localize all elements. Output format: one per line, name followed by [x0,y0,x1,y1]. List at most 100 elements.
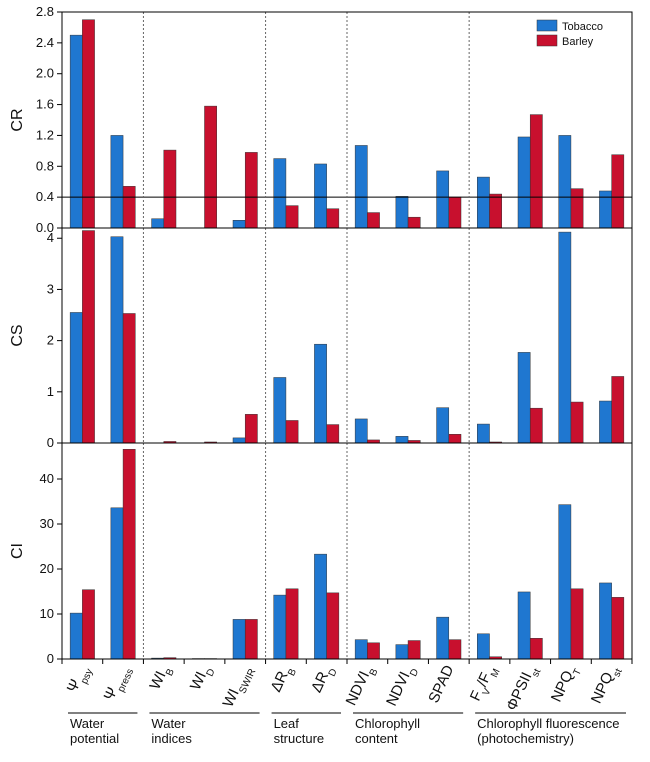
y-tick-label: 4 [47,230,54,245]
bar [408,641,420,659]
x-tick-label: NDVID [383,663,421,711]
bar [164,150,176,228]
bar [559,505,571,659]
bar [245,619,257,659]
bar [599,583,611,659]
x-tick-label: WISWIR [220,663,258,712]
bar [233,438,245,443]
bar [274,159,286,228]
bar [314,344,326,443]
bar [286,206,298,228]
bar [449,197,461,228]
bar [530,638,542,659]
bar [274,595,286,659]
x-tick-label: NDVIB [343,662,381,710]
y-tick-label: 2.8 [36,4,54,19]
bar [111,508,123,659]
bar [111,237,123,443]
y-tick-label: 0 [47,435,54,450]
bar [70,35,82,228]
bar [286,420,298,443]
bar [396,436,408,443]
bar [396,196,408,228]
legend-swatch [537,35,557,46]
group-label: Chlorophyll [355,716,420,731]
bar [152,219,164,228]
bar [355,640,367,659]
x-tick-label-sub: psy [79,667,96,686]
group-label: Water [70,716,105,731]
y-tick-label: 30 [40,516,54,531]
bar [599,401,611,443]
bar [82,590,94,659]
x-tick-label: NPQst [588,662,625,708]
bar [367,643,379,659]
y-tick-label: 2.4 [36,35,54,50]
group-label: indices [151,731,192,746]
bar [477,177,489,228]
bar [571,402,583,443]
x-tick-label-sub: press [115,667,135,694]
group-label: (photochemistry) [477,731,574,746]
bar [70,312,82,443]
x-tick-label-main: SPAD [425,662,457,705]
legend-label: Barley [562,36,594,48]
bar [559,135,571,228]
y-tick-label: 2 [47,333,54,348]
bar [123,313,135,443]
bar [205,106,217,228]
bar [245,152,257,228]
y-tick-label: 2.0 [36,66,54,81]
bar [571,189,583,228]
legend-label: Tobacco [562,21,603,33]
bar [571,589,583,659]
bar [530,408,542,443]
bar [70,613,82,659]
x-tick-label: SPAD [425,662,457,705]
bar [123,186,135,228]
x-tick-label: ΔRD [308,663,339,698]
y-tick-label: 20 [40,561,54,576]
bar [518,592,530,659]
x-tick-label-main: ΦPSII [503,670,535,714]
bar [449,434,461,443]
x-tick-label: WID [187,663,217,695]
bar [477,634,489,659]
y-tick-label: 0.4 [36,189,54,204]
y-tick-label: 1 [47,384,54,399]
x-tick-label-sub: SWIR [237,667,258,695]
bar [355,419,367,443]
bar [286,589,298,659]
bar [612,597,624,659]
group-label: Leaf [274,716,300,731]
group-label: potential [70,731,119,746]
bar [327,593,339,659]
group-label: structure [274,731,325,746]
y-tick-label: 1.6 [36,97,54,112]
bar [314,554,326,659]
bar [437,408,449,443]
y-axis-label: CS [9,324,26,346]
bar [327,425,339,443]
bar [314,164,326,228]
bar [530,115,542,228]
group-label: Chlorophyll fluorescence [477,716,619,731]
bar [274,377,286,443]
x-tick-label: FV/FM [467,663,502,706]
bar [449,640,461,659]
bar [477,424,489,443]
x-tick-label: NPQT [548,663,584,707]
bar [245,414,257,443]
y-tick-label: 1.2 [36,127,54,142]
bar [408,217,420,228]
y-axis-label: CI [9,543,26,559]
bar [437,617,449,659]
group-label: content [355,731,398,746]
bar [599,191,611,228]
bar [82,231,94,443]
x-tick-label: Ψpress [101,663,136,706]
bar [233,619,245,659]
bar [123,449,135,659]
x-tick-label: Ψpsy [64,663,95,698]
x-tick-label: WIB [146,662,176,694]
